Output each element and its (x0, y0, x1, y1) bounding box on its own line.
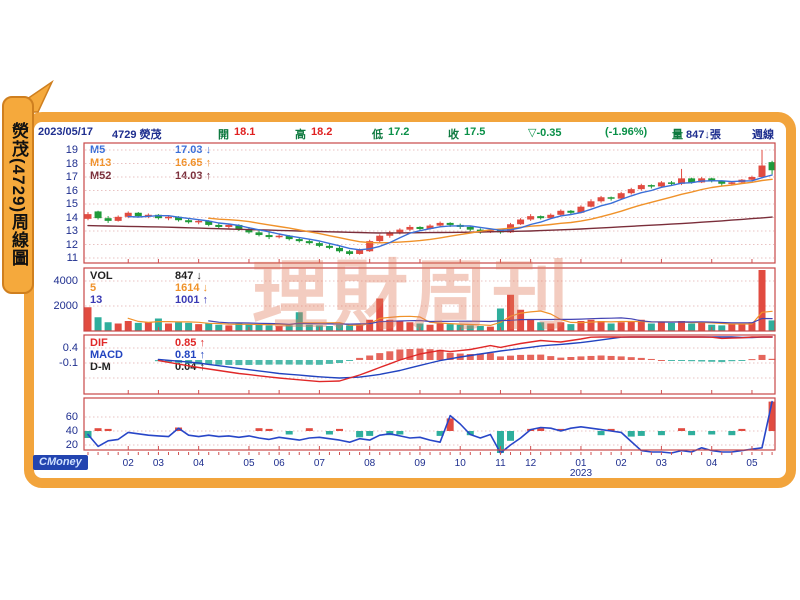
month-label: 03 (655, 458, 667, 469)
month-label: 08 (364, 458, 376, 469)
symbol-name: 4729 熒茂 (112, 129, 162, 141)
legend-dm-name: D-M (90, 361, 111, 373)
month-label: 07 (313, 458, 325, 469)
quote-field-value: 18.1 (234, 126, 256, 138)
macd-y-tick: -0.1 (59, 357, 78, 369)
legend-dif-name: DIF (90, 337, 108, 349)
series-title: 熒茂(4729)周線圖 (9, 122, 28, 268)
month-label: 03 (152, 458, 164, 469)
legend-m13-name: M13 (90, 157, 112, 169)
period-mode-button[interactable]: 週線 (752, 129, 774, 141)
volume-y-tick: 4000 (53, 275, 78, 287)
volume-y-tick: 2000 (53, 300, 78, 312)
macd-y-tick: 0.4 (62, 342, 78, 354)
main-y-tick: 13 (65, 225, 78, 237)
osc-y-tick: 20 (65, 439, 78, 451)
month-label: 11 (495, 458, 506, 469)
chart-frame (24, 112, 796, 488)
legend-vol5-name: 5 (90, 282, 97, 294)
month-label: 04 (193, 458, 205, 469)
month-label: 02 (122, 458, 134, 469)
quote-field-label: 收 (448, 129, 459, 141)
price-change-pct: (-1.96%) (605, 126, 648, 138)
main-y-tick: 15 (65, 198, 78, 210)
quote-field-label: 開 (218, 129, 229, 141)
month-label: 10 (454, 458, 466, 469)
main-y-tick: 19 (65, 144, 78, 156)
quote-field-value: 18.2 (311, 126, 333, 138)
volume-value: 847↓張 (686, 129, 721, 141)
legend-vol-name: VOL (90, 270, 113, 282)
main-y-tick: 14 (65, 211, 78, 224)
series-title-badge: 熒茂(4729)周線圖 (2, 96, 34, 294)
month-label: 04 (706, 458, 718, 469)
legend-dif-value: 0.85 ↑ (175, 337, 205, 349)
month-label: 12 (525, 458, 537, 469)
quote-field-label: 高 (295, 129, 306, 141)
quote-date: 2023/05/17 (38, 126, 94, 138)
osc-y-tick: 40 (65, 425, 78, 437)
legend-vol13-name: 13 (90, 294, 103, 306)
year-label: 2023 (569, 468, 593, 479)
quote-field-value: 17.2 (388, 126, 410, 138)
main-y-tick: 17 (65, 171, 78, 183)
quote-field-label: 低 (372, 129, 383, 141)
legend-vol13-value: 1001 ↑ (175, 294, 209, 306)
legend-vol-value: 847 ↓ (175, 270, 202, 282)
main-y-tick: 11 (66, 252, 78, 264)
month-label: 02 (615, 458, 627, 469)
osc-y-tick: 60 (65, 411, 78, 423)
legend-m52-name: M52 (90, 170, 112, 182)
legend-macd-value: 0.81 ↑ (175, 349, 205, 361)
volume-label: 量 (672, 129, 683, 141)
month-label: 05 (243, 458, 255, 469)
month-label: 05 (746, 458, 758, 469)
legend-m52-value: 14.03 ↑ (175, 170, 212, 182)
main-y-tick: 16 (65, 184, 78, 197)
legend-macd-name: MACD (90, 349, 123, 361)
cmoney-logo: CMoney (33, 455, 88, 470)
month-label: 09 (414, 458, 426, 469)
legend-vol5-value: 1614 ↓ (175, 282, 209, 294)
month-label: 06 (273, 458, 285, 469)
main-y-tick: 18 (65, 157, 78, 170)
price-change: ▽-0.35 (528, 127, 562, 139)
main-y-tick: 12 (65, 238, 78, 251)
quote-field-value: 17.5 (464, 126, 486, 138)
month-label: 01 (575, 458, 587, 469)
